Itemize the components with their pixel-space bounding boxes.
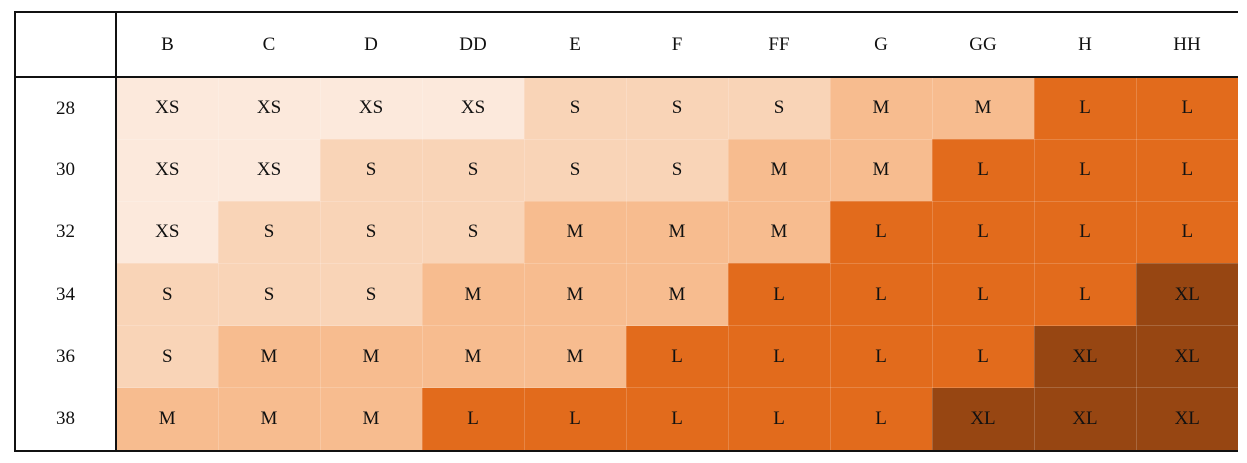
size-cell-32-ff: M — [728, 201, 831, 264]
size-cell-36-ff: L — [728, 325, 831, 389]
size-cell-38-hh: XL — [1136, 387, 1238, 450]
cup-label-f: F — [626, 13, 728, 78]
size-cell-38-c: M — [218, 387, 321, 450]
size-cell-30-e: S — [524, 139, 627, 202]
size-cell-28-dd: XS — [422, 77, 525, 140]
cup-label-h: H — [1034, 13, 1136, 78]
size-cell-30-gg: L — [932, 139, 1035, 202]
size-cell-34-ff: L — [728, 263, 831, 327]
size-cell-36-e: M — [524, 325, 627, 389]
size-cell-30-d: S — [320, 139, 423, 202]
size-cell-28-g: M — [830, 77, 933, 140]
size-cell-30-ff: M — [728, 139, 831, 202]
size-cell-34-b: S — [116, 263, 219, 327]
cup-label-ff: FF — [728, 13, 830, 78]
size-cell-34-d: S — [320, 263, 423, 327]
band-row-30: 30 XS XS S S S S M M L L L — [16, 139, 1238, 202]
size-cell-28-hh: L — [1136, 77, 1238, 140]
size-cell-32-gg: L — [932, 201, 1035, 264]
size-cell-38-b: M — [116, 387, 219, 450]
size-cell-34-e: M — [524, 263, 627, 327]
size-cell-30-b: XS — [116, 139, 219, 202]
size-chart-frame: B C D DD E F FF G GG H HH 28 XS XS XS XS S S S M… — [14, 11, 1238, 452]
size-cell-28-f: S — [626, 77, 729, 140]
size-cell-28-h: L — [1034, 77, 1137, 140]
size-cell-32-c: S — [218, 201, 321, 264]
band-label-32: 32 — [16, 201, 117, 264]
size-cell-38-ff: L — [728, 387, 831, 450]
size-cell-32-d: S — [320, 201, 423, 264]
size-cell-34-hh: XL — [1136, 263, 1238, 327]
band-row-32: 32 XS S S S M M M L L L L — [16, 201, 1238, 264]
size-cell-30-g: M — [830, 139, 933, 202]
cup-label-g: G — [830, 13, 932, 78]
size-cell-32-dd: S — [422, 201, 525, 264]
size-chart-table: B C D DD E F FF G GG H HH 28 XS XS XS XS S S S M… — [16, 13, 1238, 450]
size-cell-36-g: L — [830, 325, 933, 389]
size-cell-36-gg: L — [932, 325, 1035, 389]
cup-label-b: B — [116, 13, 218, 78]
cup-header-row: B C D DD E F FF G GG H HH — [16, 13, 1238, 78]
size-cell-30-f: S — [626, 139, 729, 202]
size-cell-38-d: M — [320, 387, 423, 450]
size-cell-34-h: L — [1034, 263, 1137, 327]
cup-label-hh: HH — [1136, 13, 1238, 78]
size-cell-38-gg: XL — [932, 387, 1035, 450]
band-row-34: 34 S S S M M M L L L L XL — [16, 263, 1238, 327]
size-cell-36-dd: M — [422, 325, 525, 389]
size-cell-38-e: L — [524, 387, 627, 450]
size-cell-34-f: M — [626, 263, 729, 327]
size-cell-32-h: L — [1034, 201, 1137, 264]
size-cell-34-dd: M — [422, 263, 525, 327]
size-cell-28-ff: S — [728, 77, 831, 140]
size-cell-28-d: XS — [320, 77, 423, 140]
band-label-36: 36 — [16, 325, 117, 388]
band-row-38: 38 M M M L L L L L XL XL XL — [16, 387, 1238, 450]
size-cell-30-dd: S — [422, 139, 525, 202]
size-cell-28-gg: M — [932, 77, 1035, 140]
cup-label-d: D — [320, 13, 422, 78]
cup-label-gg: GG — [932, 13, 1034, 78]
size-cell-38-h: XL — [1034, 387, 1137, 450]
size-cell-38-g: L — [830, 387, 933, 450]
size-cell-28-c: XS — [218, 77, 321, 140]
size-cell-32-e: M — [524, 201, 627, 264]
size-cell-38-dd: L — [422, 387, 525, 450]
band-row-36: 36 S M M M M L L L L XL XL — [16, 325, 1238, 389]
size-cell-36-h: XL — [1034, 325, 1137, 389]
size-cell-38-f: L — [626, 387, 729, 450]
size-cell-32-b: XS — [116, 201, 219, 264]
size-cell-36-b: S — [116, 325, 219, 389]
size-cell-30-h: L — [1034, 139, 1137, 202]
corner-cell — [16, 13, 117, 78]
size-cell-34-gg: L — [932, 263, 1035, 327]
band-row-28: 28 XS XS XS XS S S S M M L L — [16, 77, 1238, 140]
size-cell-28-b: XS — [116, 77, 219, 140]
band-label-38: 38 — [16, 387, 117, 450]
size-cell-34-c: S — [218, 263, 321, 327]
band-label-28: 28 — [16, 77, 117, 140]
size-cell-36-d: M — [320, 325, 423, 389]
size-cell-34-g: L — [830, 263, 933, 327]
size-cell-32-f: M — [626, 201, 729, 264]
band-label-34: 34 — [16, 263, 117, 326]
band-label-30: 30 — [16, 139, 117, 202]
size-cell-32-hh: L — [1136, 201, 1238, 264]
cup-label-dd: DD — [422, 13, 524, 78]
size-cell-36-hh: XL — [1136, 325, 1238, 389]
size-grid-body: 28 XS XS XS XS S S S M M L L 30 XS XS S S S S M M L L L 32 XS S S S M… — [16, 77, 1238, 450]
cup-label-c: C — [218, 13, 320, 78]
size-cell-36-f: L — [626, 325, 729, 389]
size-cell-28-e: S — [524, 77, 627, 140]
size-cell-30-c: XS — [218, 139, 321, 202]
size-cell-30-hh: L — [1136, 139, 1238, 202]
cup-label-e: E — [524, 13, 626, 78]
size-cell-32-g: L — [830, 201, 933, 264]
size-cell-36-c: M — [218, 325, 321, 389]
